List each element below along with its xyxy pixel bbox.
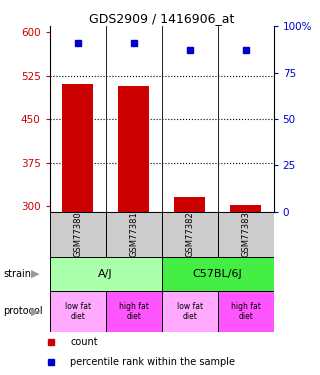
Text: C57BL/6J: C57BL/6J xyxy=(193,269,243,279)
Bar xyxy=(50,257,162,291)
Text: ▶: ▶ xyxy=(31,269,40,279)
Bar xyxy=(62,84,93,212)
Text: strain: strain xyxy=(3,269,31,279)
Bar xyxy=(162,212,218,257)
Bar xyxy=(218,212,274,257)
Text: high fat
diet: high fat diet xyxy=(119,302,148,321)
Title: GDS2909 / 1416906_at: GDS2909 / 1416906_at xyxy=(89,12,234,25)
Bar xyxy=(162,291,218,332)
Bar xyxy=(218,291,274,332)
Bar xyxy=(162,257,274,291)
Text: GSM77380: GSM77380 xyxy=(73,211,82,257)
Bar xyxy=(174,197,205,212)
Bar xyxy=(118,86,149,212)
Text: A/J: A/J xyxy=(98,269,113,279)
Text: GSM77381: GSM77381 xyxy=(129,211,138,257)
Bar xyxy=(50,291,106,332)
Text: protocol: protocol xyxy=(3,306,43,316)
Text: count: count xyxy=(70,337,98,347)
Text: high fat
diet: high fat diet xyxy=(231,302,260,321)
Text: percentile rank within the sample: percentile rank within the sample xyxy=(70,357,236,367)
Bar xyxy=(230,205,261,212)
Bar xyxy=(50,212,106,257)
Text: GSM77382: GSM77382 xyxy=(185,211,194,257)
Bar xyxy=(106,291,162,332)
Text: ▶: ▶ xyxy=(31,306,40,316)
Bar xyxy=(106,212,162,257)
Text: GSM77383: GSM77383 xyxy=(241,211,250,257)
Text: low fat
diet: low fat diet xyxy=(177,302,203,321)
Text: low fat
diet: low fat diet xyxy=(65,302,91,321)
